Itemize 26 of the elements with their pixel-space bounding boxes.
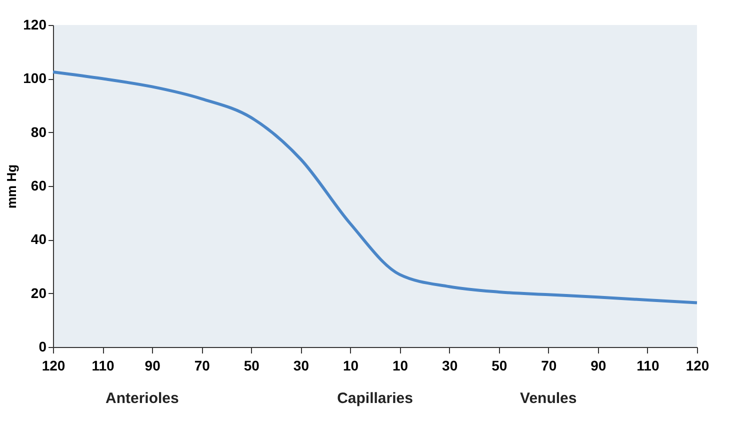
y-tick-label: 120	[23, 16, 47, 32]
y-tick-label: 40	[30, 231, 47, 248]
y-tick-label: 80	[30, 124, 47, 140]
x-tick-label: 120	[42, 358, 66, 374]
y-tick-label: 100	[23, 70, 47, 86]
x-tick-label: 30	[442, 358, 458, 374]
x-tick-label: 10	[392, 358, 408, 374]
x-tick-label: 50	[244, 358, 260, 374]
text: Anterioles	[105, 390, 179, 407]
y-tick-label: 0	[38, 338, 47, 354]
line-series	[52, 70, 698, 304]
x-tick-label: 90	[590, 358, 606, 374]
x-tick-label: 120	[686, 358, 710, 374]
x-tick-label: 90	[144, 358, 161, 374]
y-tick-label: 20	[30, 284, 47, 301]
x-tick-label: 110	[92, 358, 115, 374]
text: Capillaries	[337, 390, 413, 407]
x-tick-label: 50	[492, 358, 508, 374]
x-tick-label: 30	[293, 358, 310, 374]
y-axis-title: mm Hg	[4, 164, 20, 209]
x-tick-label: 70	[541, 358, 557, 374]
x-tick-label: 110	[636, 358, 660, 374]
y-tick-label: 60	[30, 178, 47, 194]
x-tick-label: 10	[342, 358, 359, 374]
x-tick-label: 70	[194, 358, 210, 374]
text: Venules	[520, 390, 577, 407]
